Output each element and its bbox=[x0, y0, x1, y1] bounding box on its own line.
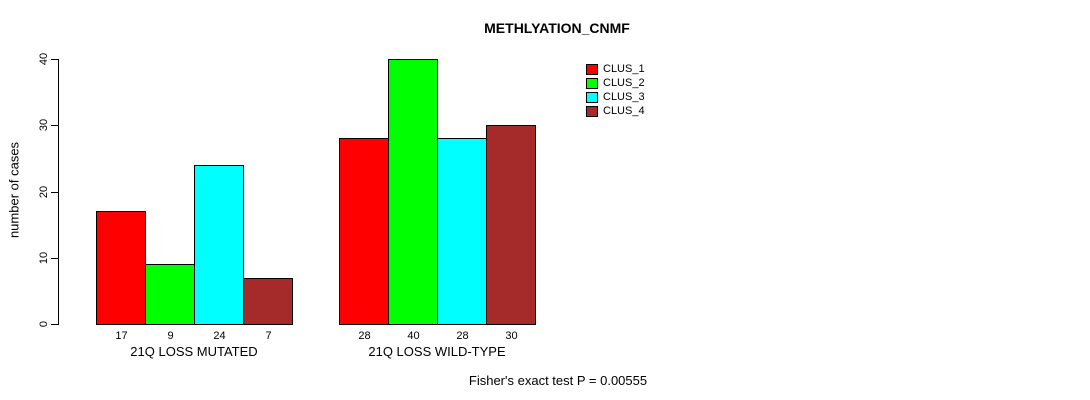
legend-row-clus_2: CLUS_2 bbox=[586, 78, 645, 89]
y-tick-label: 10 bbox=[38, 251, 50, 265]
bar-clus_4-group2 bbox=[486, 125, 536, 325]
bar-value-label: 17 bbox=[115, 330, 128, 342]
legend-label: CLUS_4 bbox=[603, 105, 645, 117]
y-tick-mark bbox=[51, 192, 58, 193]
y-tick-mark bbox=[51, 125, 58, 126]
bar-clus_1-group2 bbox=[339, 138, 389, 325]
bar-value-label: 40 bbox=[407, 330, 420, 342]
bar-clus_1-group1 bbox=[96, 211, 146, 325]
bar-clus_4-group1 bbox=[243, 278, 293, 325]
bar-value-label: 7 bbox=[265, 330, 272, 342]
legend-row-clus_4: CLUS_4 bbox=[586, 106, 645, 117]
legend-swatch-icon bbox=[586, 78, 598, 89]
legend-label: CLUS_3 bbox=[603, 91, 645, 103]
y-tick-mark bbox=[51, 258, 58, 259]
y-tick-label: 0 bbox=[38, 320, 50, 328]
y-tick-label: 30 bbox=[38, 118, 50, 132]
x-group-label: 21Q LOSS MUTATED bbox=[130, 344, 258, 359]
bar-value-label: 28 bbox=[358, 330, 371, 342]
legend-swatch-icon bbox=[586, 92, 598, 103]
legend-row-clus_3: CLUS_3 bbox=[586, 92, 645, 103]
y-axis-line bbox=[58, 59, 59, 325]
footnote-pvalue: Fisher's exact test P = 0.00555 bbox=[468, 373, 648, 388]
legend-label: CLUS_1 bbox=[603, 63, 645, 75]
y-tick-label: 20 bbox=[38, 185, 50, 199]
legend-swatch-icon bbox=[586, 64, 598, 75]
bar-value-label: 28 bbox=[456, 330, 469, 342]
bar-value-label: 9 bbox=[167, 330, 174, 342]
legend-swatch-icon bbox=[586, 106, 598, 117]
legend-row-clus_1: CLUS_1 bbox=[586, 64, 645, 75]
bar-value-label: 24 bbox=[213, 330, 226, 342]
bar-clus_3-group2 bbox=[437, 138, 487, 325]
y-tick-mark bbox=[51, 324, 58, 325]
x-group-label: 21Q LOSS WILD-TYPE bbox=[368, 344, 506, 359]
bar-value-label: 30 bbox=[505, 330, 518, 342]
y-axis-label: number of cases bbox=[6, 141, 22, 239]
legend-label: CLUS_2 bbox=[603, 77, 645, 89]
bar-clus_2-group1 bbox=[145, 264, 195, 325]
y-tick-mark bbox=[51, 59, 58, 60]
legend: CLUS_1 CLUS_2 CLUS_3 CLUS_4 bbox=[586, 64, 645, 117]
bar-clus_2-group2 bbox=[388, 59, 438, 325]
bar-clus_3-group1 bbox=[194, 165, 244, 325]
y-tick-label: 40 bbox=[38, 52, 50, 66]
chart-title: METHLYATION_CNMF bbox=[484, 20, 630, 36]
